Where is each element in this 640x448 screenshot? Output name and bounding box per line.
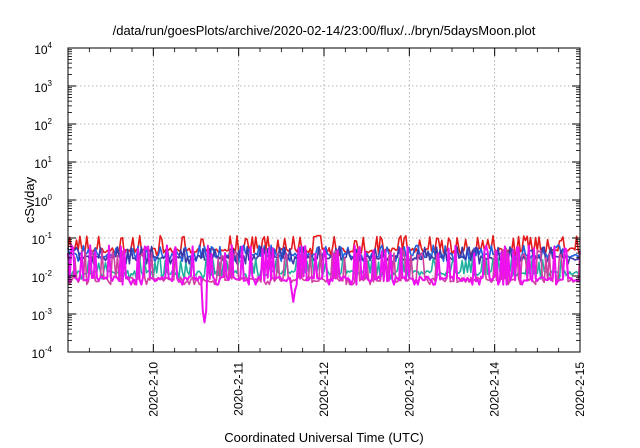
- grid-lines: [68, 48, 580, 352]
- series-line: [67, 244, 581, 324]
- x-tick-label: 2020-2-13: [402, 362, 416, 417]
- x-tick-label: 2020-2-12: [317, 362, 331, 417]
- series-layer: [67, 234, 581, 324]
- chart-title: /data/run/goesPlots/archive/2020-02-14/2…: [113, 23, 536, 38]
- y-tick-label: 10-3: [32, 307, 53, 323]
- series-line: [67, 234, 581, 257]
- y-tick-label: 10-1: [32, 231, 53, 247]
- y-axis-label: cSv/day: [22, 176, 37, 223]
- x-tick-label: 2020-2-15: [573, 362, 587, 417]
- x-tick-label: 2020-2-14: [488, 362, 502, 417]
- y-tick-label: 100: [34, 193, 52, 209]
- y-tick-label: 104: [34, 41, 52, 57]
- x-tick-label: 2020-2-11: [232, 362, 246, 416]
- y-tick-label: 102: [34, 117, 52, 133]
- x-axis-label: Coordinated Universal Time (UTC): [224, 430, 423, 445]
- y-tick-label: 101: [34, 155, 52, 171]
- x-axis-ticks: 2020-2-10 2020-2-11 2020-2-12 2020-2-13 2020…: [88, 48, 587, 417]
- y-tick-label: 10-2: [32, 269, 53, 285]
- y-axis-ticks: 104 103 102 101 100 10-1 10-2 10-3 10-4: [32, 41, 580, 361]
- y-tick-label: 10-4: [32, 345, 53, 361]
- x-tick-label: 2020-2-10: [146, 362, 160, 417]
- y-tick-label: 103: [34, 79, 52, 95]
